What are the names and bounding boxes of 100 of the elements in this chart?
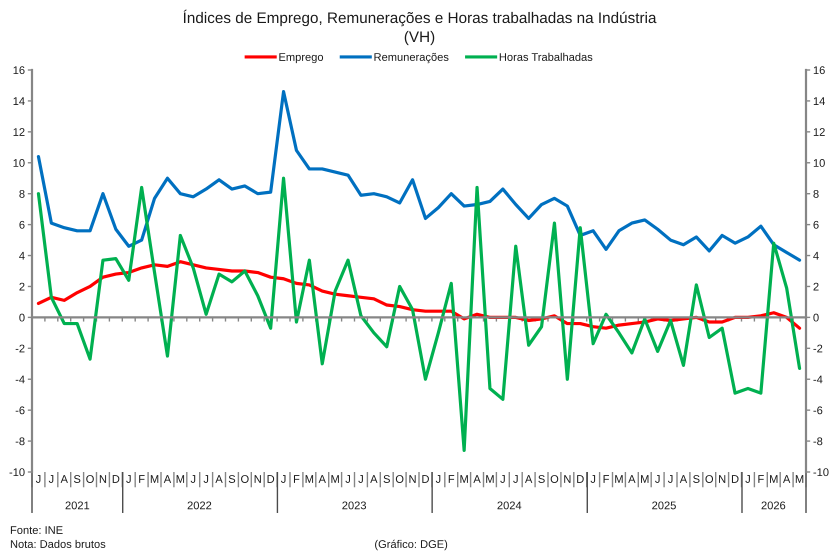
x-tick-label: S bbox=[693, 475, 700, 483]
text: (Gráfico: DGE) bbox=[375, 540, 448, 550]
y-tick-label: 8 bbox=[19, 190, 25, 198]
x-tick-label: A bbox=[215, 475, 223, 483]
x-tick-label: A bbox=[164, 475, 172, 483]
x-tick-label: D bbox=[577, 475, 584, 483]
legend-label: Horas Trabalhadas bbox=[500, 52, 592, 61]
y-tick-label: -8 bbox=[16, 437, 25, 446]
x-tick-label: J bbox=[500, 475, 505, 483]
x-tick-label: O bbox=[396, 475, 404, 483]
x-tick-label: J bbox=[590, 475, 596, 483]
x-tick-label: N bbox=[564, 475, 570, 483]
x-tick-label: D bbox=[732, 475, 739, 483]
line-series bbox=[36, 90, 802, 262]
chart-title: Índices de Emprego, Remunerações e Horas trabalhadas na Indústria bbox=[184, 10, 656, 26]
x-tick-label: M bbox=[615, 475, 623, 483]
y2-tick-label: 2 bbox=[814, 282, 819, 290]
x-tick-label: J bbox=[345, 475, 350, 483]
x-tick-label: A bbox=[680, 475, 688, 483]
x-tick-label: D bbox=[422, 475, 429, 483]
y2-tick-label: -6 bbox=[813, 406, 822, 414]
y-tick-label: 6 bbox=[19, 220, 25, 229]
legend-label: Emprego bbox=[279, 53, 324, 64]
x-tick-label: M bbox=[460, 475, 468, 483]
x-tick-label: J bbox=[655, 475, 660, 483]
x-tick-label: S bbox=[384, 475, 390, 483]
x-tick-label: J bbox=[436, 475, 440, 483]
x2-tick-label: 2022 bbox=[188, 501, 212, 510]
x-tick-label: N bbox=[409, 475, 416, 483]
x-tick-label: J bbox=[513, 475, 518, 483]
x-tick-label: F bbox=[294, 475, 300, 483]
x-tick-label: A bbox=[318, 475, 326, 483]
x2-tick-label: 2026 bbox=[762, 501, 786, 510]
y-tick-label: 2 bbox=[19, 282, 24, 290]
x-tick-label: A bbox=[473, 475, 481, 483]
x-tick-label: J bbox=[204, 475, 208, 483]
x-tick-label: O bbox=[550, 475, 558, 483]
x2-tick-label: 2025 bbox=[652, 501, 676, 510]
y2-tick-label: 12 bbox=[814, 128, 825, 136]
x-tick-label: N bbox=[100, 475, 106, 483]
y2-tick-label: -10 bbox=[813, 468, 829, 476]
y-tick-label: 12 bbox=[14, 128, 24, 136]
x-tick-label: J bbox=[126, 475, 131, 483]
x-tick-label: D bbox=[112, 475, 120, 483]
x-tick-label: A bbox=[628, 475, 636, 483]
y-tick-label: 14 bbox=[14, 97, 25, 105]
x-tick-label: F bbox=[758, 475, 764, 483]
x-tick-label: A bbox=[524, 475, 532, 483]
line-series bbox=[36, 176, 802, 452]
x-tick-label: F bbox=[448, 475, 454, 483]
x-tick-label: N bbox=[254, 475, 261, 483]
x2-tick-label: 2023 bbox=[342, 501, 366, 510]
x-tick-label: O bbox=[705, 475, 714, 483]
y2-tick-label: -8 bbox=[813, 437, 822, 446]
y-tick-label: 0 bbox=[19, 314, 25, 322]
source-note: Fonte: INE bbox=[10, 526, 63, 534]
y2-tick-label: -2 bbox=[813, 344, 822, 352]
x-tick-label: F bbox=[604, 475, 609, 483]
y2-tick-label: 16 bbox=[814, 66, 825, 74]
y2-tick-label: 10 bbox=[814, 159, 825, 167]
x-tick-label: O bbox=[241, 475, 249, 483]
y2-tick-label: 0 bbox=[813, 314, 819, 322]
x2-tick-label: 2024 bbox=[497, 501, 522, 510]
x2-tick-label: 2021 bbox=[66, 501, 90, 510]
y-tick-label: 10 bbox=[14, 159, 25, 167]
x-tick-label: D bbox=[268, 475, 274, 483]
y-tick-label: -6 bbox=[16, 406, 25, 414]
y-tick-label: 4 bbox=[19, 252, 25, 260]
chart-subtitle: (VH) bbox=[404, 30, 434, 46]
y-tick-label: -4 bbox=[16, 376, 25, 384]
y-tick-label: 16 bbox=[14, 66, 25, 74]
x-tick-label: M bbox=[176, 475, 184, 483]
x-tick-label: O bbox=[86, 475, 94, 483]
x-tick-label: N bbox=[719, 475, 726, 483]
y2-tick-label: 6 bbox=[814, 220, 819, 229]
x-tick-label: J bbox=[280, 475, 286, 483]
x-tick-label: J bbox=[358, 475, 363, 483]
x-tick-label: M bbox=[641, 475, 648, 483]
legend-label: Remunerações bbox=[374, 52, 448, 64]
y2-tick-label: 4 bbox=[813, 252, 819, 260]
x-tick-label: M bbox=[331, 475, 339, 483]
x-tick-label: M bbox=[796, 475, 804, 483]
x-tick-label: A bbox=[60, 475, 68, 483]
y2-tick-label: 14 bbox=[814, 97, 825, 105]
x-tick-label: J bbox=[190, 475, 196, 483]
x-tick-label: S bbox=[228, 475, 236, 483]
x-tick-label: F bbox=[139, 475, 145, 483]
text: Nota: Dados brutos bbox=[10, 540, 106, 548]
x-tick-label: M bbox=[306, 475, 314, 483]
x-tick-label: J bbox=[36, 475, 40, 483]
x-tick-label: S bbox=[538, 475, 545, 483]
y2-tick-label: -4 bbox=[813, 376, 822, 384]
x-tick-label: A bbox=[782, 475, 790, 483]
x-tick-label: S bbox=[74, 475, 80, 483]
y2-tick-label: 8 bbox=[813, 190, 819, 198]
x-tick-label: J bbox=[745, 475, 750, 483]
y-tick-label: -2 bbox=[16, 344, 24, 352]
x-tick-label: J bbox=[668, 475, 673, 483]
x-tick-label: M bbox=[770, 475, 778, 483]
x-tick-label: A bbox=[370, 475, 378, 483]
